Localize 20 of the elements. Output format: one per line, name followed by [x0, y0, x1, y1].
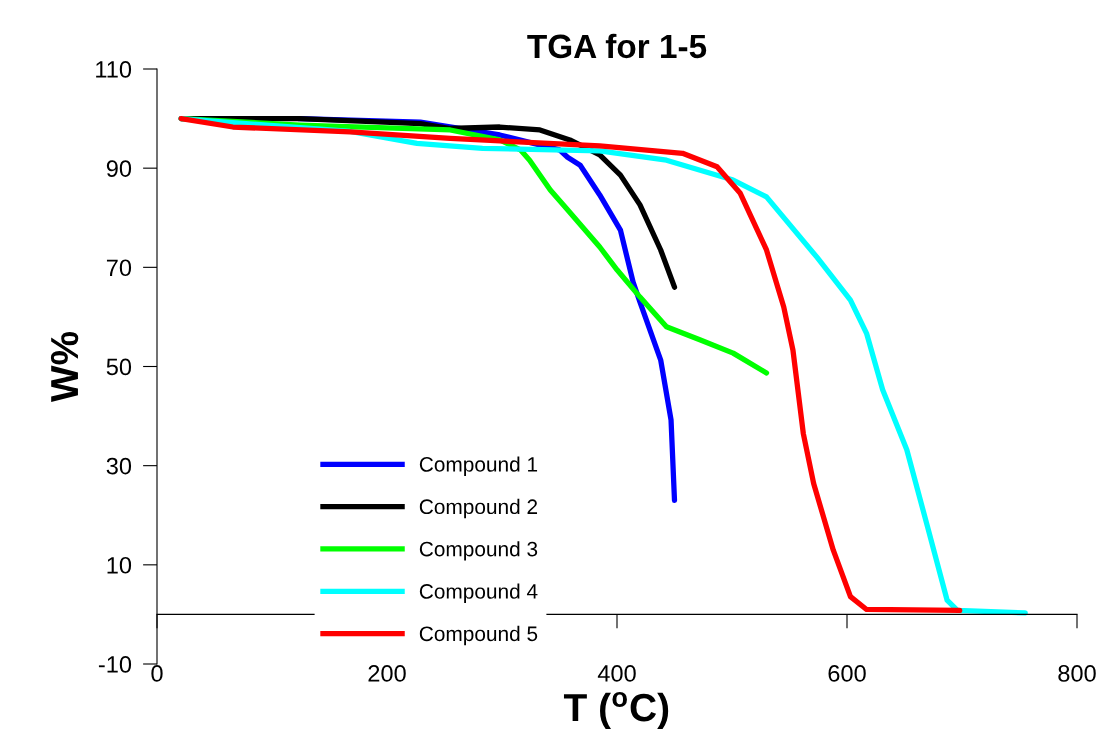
y-axis-title: W% — [50, 331, 79, 403]
legend-label: Compound 5 — [419, 625, 538, 646]
legend-label: Compound 2 — [419, 498, 538, 519]
y-tick-label: 70 — [106, 259, 132, 277]
chart-title: TGA for 1-5 — [527, 33, 707, 59]
x-tick-label: 200 — [368, 665, 406, 682]
legend-label: Compound 1 — [419, 456, 538, 476]
legend-label: Compound 3 — [419, 541, 538, 561]
y-tick-label: 110 — [96, 61, 132, 78]
x-tick-label: 800 — [1058, 665, 1096, 682]
y-tick-label: 50 — [106, 358, 132, 376]
x-axis-title: T ($^{o}$C) — [563, 691, 669, 730]
x-tick-label: 600 — [828, 665, 866, 682]
y-tick-label: 30 — [106, 457, 132, 475]
y-tick-label: 10 — [107, 556, 132, 574]
y-tick-label: 90 — [106, 160, 132, 177]
x-tick-label: 400 — [597, 665, 636, 682]
legend-label: Compound 4 — [419, 583, 538, 603]
y-tick-label: -10 — [98, 656, 132, 673]
x-tick-label: 0 — [151, 665, 163, 682]
